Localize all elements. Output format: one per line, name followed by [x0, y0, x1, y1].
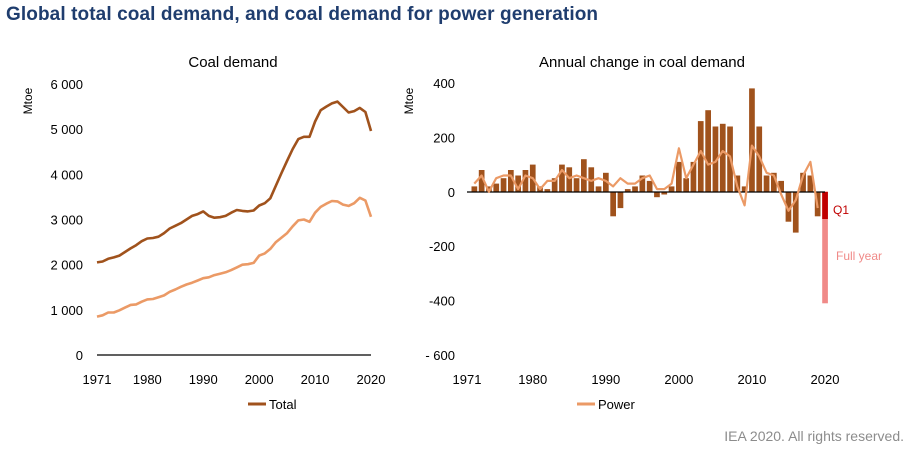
left-x-tick-label: 2010 — [301, 372, 330, 387]
right-x-tick-label: 1971 — [453, 372, 482, 387]
right-x-tick-label: 2000 — [664, 372, 693, 387]
right-y-ticks: - 600 -400 -200 0 200 400 — [425, 76, 455, 363]
left-x-ticks: 1971 1980 1990 2000 2010 2020 — [83, 372, 386, 387]
left-y-axis-label: Mtoe — [21, 87, 35, 114]
change-bar — [792, 191, 799, 233]
change-bar — [785, 191, 792, 222]
right-legend: Power — [577, 397, 636, 412]
right-x-tick-label: 2010 — [737, 372, 766, 387]
change-bar — [610, 191, 616, 217]
change-bar — [478, 170, 485, 192]
right-power-line — [473, 144, 819, 212]
change-bar — [741, 186, 748, 192]
left-y-ticks: 0 1 000 2 000 3 000 4 000 5 000 6 000 — [50, 77, 83, 363]
change-bar — [705, 110, 711, 192]
power-line — [96, 196, 373, 318]
legend-power-label: Power — [598, 397, 636, 412]
change-bar — [719, 123, 726, 192]
change-bar — [778, 180, 784, 192]
change-bar — [763, 175, 770, 192]
change-bar — [515, 175, 521, 192]
right-chart: Annual change in coal demand Mtoe - 600-… — [402, 54, 882, 412]
change-bar — [588, 167, 595, 192]
right-y-tick-label: 400 — [433, 76, 455, 91]
change-bar — [661, 191, 668, 195]
left-y-tick-label: 4 000 — [50, 167, 83, 182]
right-y-axis-label: Mtoe — [402, 87, 416, 114]
right-y-tick-label: -400 — [429, 294, 455, 309]
change-bar — [486, 186, 492, 192]
left-x-tick-label: 1971 — [83, 372, 112, 387]
change-bar — [654, 191, 660, 198]
change-bar — [646, 180, 653, 192]
total-line — [96, 100, 373, 264]
change-bar — [639, 175, 646, 192]
change-bar — [500, 178, 507, 192]
change-bar — [573, 178, 580, 192]
change-bar — [522, 170, 529, 192]
change-bar — [493, 183, 500, 192]
left-chart: Coal demand Mtoe 0 1 000 2 000 3 000 4 000 5 … — [21, 54, 385, 412]
change-bar — [632, 186, 638, 192]
change-bar — [508, 170, 514, 192]
left-x-tick-label: 1980 — [133, 372, 162, 387]
left-x-tick-label: 1990 — [189, 372, 218, 387]
right-y-tick-label: -200 — [429, 239, 455, 254]
right-y-tick-label: - 600 — [425, 348, 455, 363]
left-y-tick-label: 5 000 — [50, 122, 83, 137]
right-y-tick-label: 200 — [433, 130, 455, 145]
change-bar — [807, 175, 814, 192]
change-bar — [544, 189, 551, 192]
right-x-ticks: 1971 1980 1990 2000 2010 2020 — [453, 372, 840, 387]
left-y-tick-label: 2 000 — [50, 258, 83, 273]
power-change-line — [473, 144, 819, 212]
change-bar — [771, 172, 777, 192]
full-year-annotation: Full year — [836, 249, 882, 263]
footer-credit: IEA 2020. All rights reserved. — [724, 428, 904, 444]
figure-title: Global total coal demand, and coal deman… — [6, 4, 599, 25]
left-legend: Total — [248, 397, 297, 412]
left-y-tick-label: 3 000 — [50, 213, 83, 228]
change-bar — [712, 126, 719, 192]
full-year-bar — [822, 191, 828, 304]
change-bar — [624, 189, 631, 192]
right-x-tick-label: 1980 — [518, 372, 547, 387]
change-bar — [551, 178, 558, 192]
change-bar — [581, 159, 587, 192]
change-bar — [471, 186, 478, 192]
change-bar — [617, 191, 624, 209]
change-bar — [595, 186, 602, 192]
right-y-tick-label: 0 — [448, 185, 455, 200]
change-bar — [566, 167, 573, 192]
left-x-tick-label: 2020 — [357, 372, 386, 387]
change-bar — [676, 161, 682, 192]
change-bar — [683, 178, 689, 192]
change-bar — [559, 164, 565, 192]
change-bar — [690, 161, 697, 192]
change-bar — [800, 172, 806, 192]
q1-annotation: Q1 — [833, 203, 849, 217]
change-bar — [668, 186, 675, 192]
right-bars — [471, 88, 828, 304]
legend-total-label: Total — [269, 397, 297, 412]
right-chart-title: Annual change in coal demand — [539, 54, 745, 71]
left-x-tick-label: 2000 — [245, 372, 274, 387]
right-x-tick-label: 1990 — [591, 372, 620, 387]
left-chart-title: Coal demand — [188, 54, 277, 71]
right-x-tick-label: 2020 — [811, 372, 840, 387]
q1-bar — [822, 191, 828, 219]
left-y-tick-label: 0 — [76, 348, 83, 363]
change-bar — [749, 88, 755, 192]
left-y-tick-label: 6 000 — [50, 77, 83, 92]
left-series-lines — [96, 100, 373, 318]
left-y-tick-label: 1 000 — [50, 303, 83, 318]
change-bar — [697, 121, 704, 192]
